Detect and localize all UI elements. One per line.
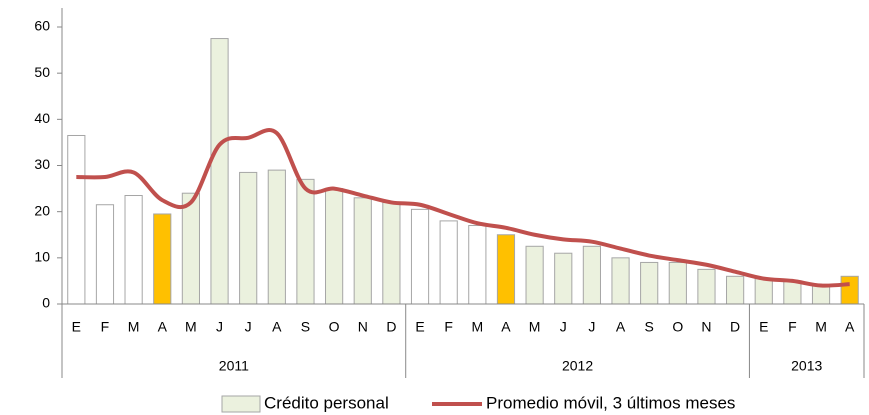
x-tick-label: D (730, 319, 740, 335)
x-tick-label: O (672, 319, 683, 335)
bar (181, 192, 200, 305)
bar (811, 285, 831, 305)
legend-swatch (221, 395, 261, 413)
x-tick-label: M (815, 319, 827, 335)
bar (554, 252, 573, 305)
bar (210, 38, 229, 305)
legend-label: Promedio móvil, 3 últimos meses (486, 393, 735, 412)
bar (668, 261, 687, 305)
bar (353, 197, 372, 305)
bar (840, 275, 859, 305)
x-tick-label: N (701, 319, 711, 335)
bar (410, 208, 430, 305)
x-tick-label: F (101, 319, 110, 335)
x-tick-label: E (415, 319, 424, 335)
x-tick-label: A (845, 319, 855, 335)
x-tick-label: O (329, 319, 340, 335)
x-tick-label: F (444, 319, 453, 335)
x-tick-label: A (272, 319, 282, 335)
bar (267, 169, 286, 305)
x-tick-label: E (72, 319, 81, 335)
x-tick-label: M (185, 319, 197, 335)
bar (496, 234, 516, 305)
bar (153, 213, 172, 305)
x-tick-label: A (616, 319, 626, 335)
bar (783, 280, 802, 305)
bar (697, 268, 716, 305)
bar (439, 220, 458, 305)
x-tick-label: M (529, 319, 541, 335)
x-tick-label: M (128, 319, 140, 335)
x-tick-label: J (560, 319, 567, 335)
bar (67, 134, 86, 305)
bar (468, 225, 487, 305)
x-tick-label: E (759, 319, 768, 335)
y-tick-label: 40 (34, 110, 50, 126)
x-tick-label: S (645, 319, 654, 335)
x-tick-label: J (588, 319, 595, 335)
bar (525, 245, 544, 305)
x-tick-label: S (301, 319, 310, 335)
bar (754, 278, 773, 305)
bar (95, 204, 115, 305)
bar (611, 257, 630, 305)
x-tick-label: J (216, 319, 223, 335)
bar (726, 275, 745, 305)
bar (296, 178, 315, 305)
x-tick-label: A (501, 319, 511, 335)
y-tick-label: 50 (34, 64, 50, 80)
x-tick-label: N (358, 319, 368, 335)
bar (582, 245, 601, 305)
legend-label: Crédito personal (264, 393, 389, 412)
x-tick-label: J (245, 319, 252, 335)
group-label: 2013 (791, 358, 822, 374)
x-tick-label: A (158, 319, 168, 335)
y-tick-label: 0 (42, 295, 50, 311)
x-tick-label: D (386, 319, 396, 335)
y-tick-label: 20 (34, 202, 50, 218)
bar (640, 261, 659, 305)
group-label: 2011 (219, 358, 249, 374)
bar (124, 195, 143, 305)
y-tick-label: 10 (34, 249, 50, 265)
x-tick-label: F (788, 319, 797, 335)
y-tick-label: 30 (34, 156, 50, 172)
y-tick-label: 60 (34, 18, 50, 34)
line (76, 128, 850, 288)
x-tick-label: M (471, 319, 483, 335)
bar (239, 171, 258, 305)
bar (325, 188, 344, 305)
bar (382, 201, 401, 305)
group-label: 2012 (562, 358, 593, 374)
